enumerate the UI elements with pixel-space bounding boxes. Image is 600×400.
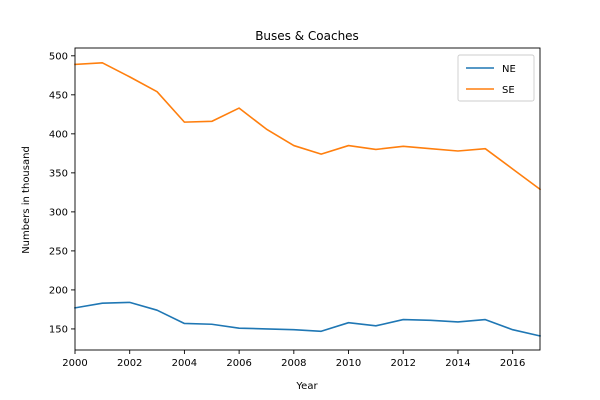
y-tick-label: 350 (49, 168, 68, 179)
x-tick-label: 2010 (336, 358, 361, 369)
plot-area: 2000 2002 2004 2006 2008 2010 2012 2014 2016 150 2… (49, 47, 542, 369)
x-tick-label: 2012 (391, 358, 416, 369)
series-line-se (74, 62, 542, 191)
y-tick-label: 250 (49, 246, 68, 257)
x-tick-label: 2006 (226, 358, 251, 369)
y-axis-label: Numbers in thousand (21, 146, 32, 254)
x-tick-label: 2016 (500, 358, 525, 369)
x-tick-label: 2008 (281, 358, 306, 369)
series-line-ne (74, 301, 541, 337)
x-tick-label: 2002 (117, 358, 142, 369)
x-axis-label: Year (295, 381, 318, 392)
y-tick-label: 450 (49, 90, 68, 101)
y-tick-label: 300 (49, 207, 68, 218)
legend-label-se: SE (502, 85, 515, 96)
y-tick-label: 150 (49, 324, 68, 335)
y-tick-label: 500 (49, 51, 68, 62)
y-tick-label: 200 (49, 285, 68, 296)
legend-label-ne: NE (502, 64, 516, 75)
legend-box (457, 54, 535, 102)
chart-title: Buses & Coaches (255, 29, 359, 43)
legend: NE SE (457, 54, 535, 102)
y-tick-label: 400 (49, 129, 68, 140)
x-tick-label: 2004 (172, 358, 197, 369)
x-tick-label: 2014 (445, 358, 470, 369)
x-tick-label: 2000 (62, 358, 87, 369)
plot-frame (74, 47, 541, 351)
